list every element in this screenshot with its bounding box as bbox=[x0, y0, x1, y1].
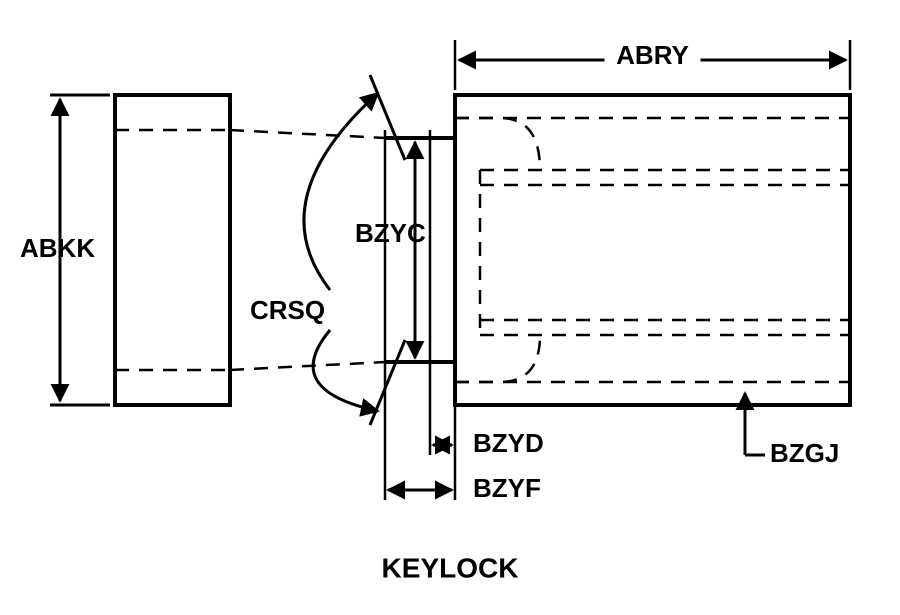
crsq-arc-bot bbox=[313, 330, 378, 411]
bzyc-label: BZYC bbox=[355, 218, 426, 248]
bzgj-label: BZGJ bbox=[770, 438, 839, 468]
abkk-label: ABKK bbox=[20, 233, 95, 263]
crsq-label: CRSQ bbox=[250, 295, 325, 325]
diagram-title: KEYLOCK bbox=[382, 552, 519, 583]
left-block bbox=[115, 95, 230, 405]
right-block bbox=[455, 95, 850, 405]
bzyf-label: BZYF bbox=[473, 473, 541, 503]
crsq-bot-tick bbox=[370, 340, 405, 425]
crsq-arc-top bbox=[304, 93, 378, 290]
crsq-top-tick bbox=[370, 75, 405, 160]
abry-label: ABRY bbox=[616, 40, 689, 70]
bzyd-label: BZYD bbox=[473, 428, 544, 458]
